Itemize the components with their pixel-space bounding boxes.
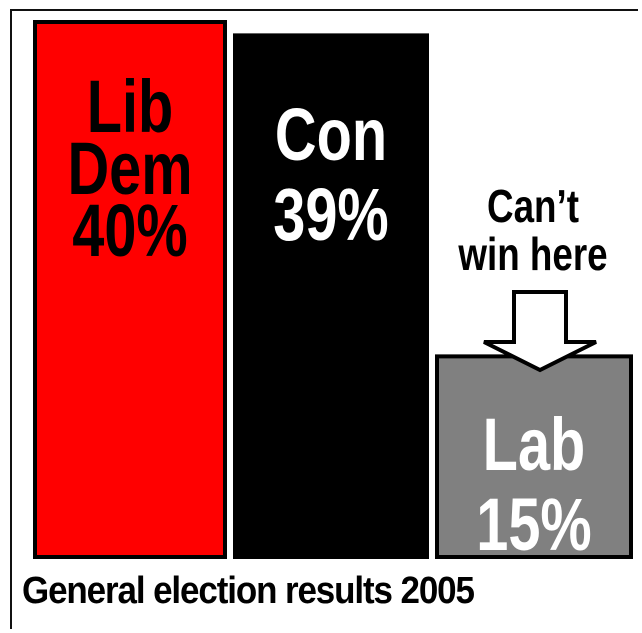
bar-label-lib-dem-1: Dem	[67, 128, 192, 211]
bar-label-lab-0: Lab	[483, 404, 586, 487]
down-arrow-icon	[483, 290, 597, 373]
chart-frame	[10, 9, 638, 629]
bar-label-lab-1: 15%	[476, 484, 592, 567]
bar-lab	[435, 354, 633, 559]
annotation-line-1: win here	[457, 228, 607, 280]
bar-lib-dem	[33, 20, 227, 559]
bar-label-lib-dem-0: Lib	[87, 66, 174, 149]
annotation-line-0: Can’t	[487, 180, 579, 232]
bar-con	[233, 33, 429, 559]
bar-label-con-1: 39%	[273, 174, 389, 257]
bar-label-lib-dem-2: 40%	[72, 190, 188, 273]
chart-title: General election results 2005	[22, 570, 475, 612]
bar-label-con-0: Con	[275, 94, 387, 177]
